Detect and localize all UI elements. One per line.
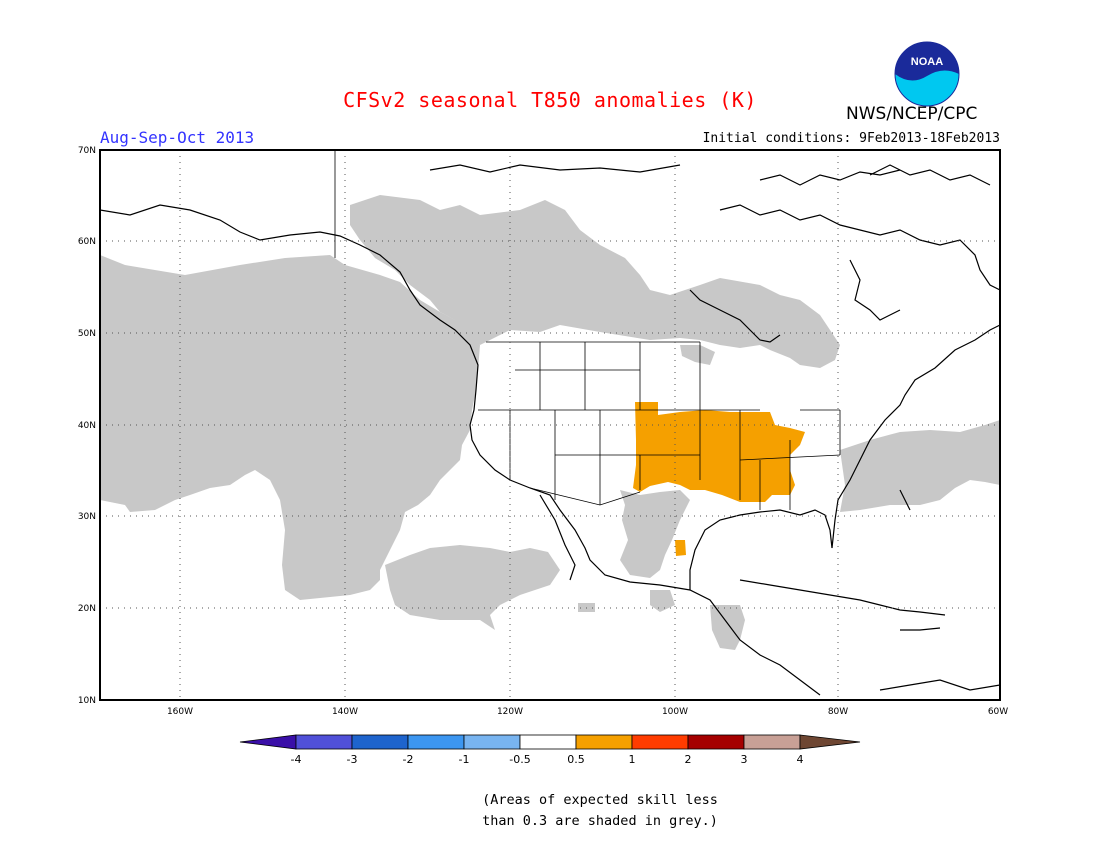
lat-label: 10N (78, 696, 96, 706)
longitude-axis: 160W 140W 120W 100W 80W 60W (167, 707, 1008, 717)
anomaly-central-us (633, 402, 805, 502)
map-title: CFSv2 seasonal T850 anomalies (K) (343, 88, 757, 112)
map-frame (99, 149, 1001, 701)
colorbar-swatch (407, 734, 465, 750)
colorbar-swatch (295, 734, 353, 750)
agency-label: NWS/NCEP/CPC (846, 104, 978, 124)
mask-gulf-islands (650, 590, 675, 612)
colorbar-label: 2 (685, 753, 692, 766)
lon-label: 120W (497, 707, 523, 717)
lat-label: 30N (78, 512, 96, 522)
colorbar-swatch (631, 734, 689, 750)
footnote-line: than 0.3 are shaded in grey.) (482, 813, 718, 829)
colorbar-swatch (519, 734, 577, 750)
latitude-axis: 70N 60N 50N 40N 30N 20N 10N (78, 146, 96, 706)
mask-central-america (710, 605, 745, 650)
colorbar-label: -2 (403, 753, 414, 766)
footnote-line: (Areas of expected skill less (482, 792, 718, 808)
colorbar-label: -1 (459, 753, 470, 766)
colorbar-swatch (575, 734, 633, 750)
initial-conditions-label: Initial conditions: 9Feb2013-18Feb2013 (702, 131, 1000, 146)
lon-label: 160W (167, 707, 193, 717)
colorbar-label: 1 (629, 753, 636, 766)
coastlines (100, 164, 1000, 696)
colorbar-arrow-right (799, 734, 861, 750)
lat-label: 20N (78, 604, 96, 614)
mask-canada (350, 195, 840, 368)
lon-label: 100W (662, 707, 688, 717)
lat-label: 40N (78, 421, 96, 431)
lat-label: 60N (78, 237, 96, 247)
anomaly-gulf-coast (675, 540, 686, 556)
colorbar-arrow-left (239, 734, 297, 750)
mask-mexico-texas (620, 490, 690, 578)
colorbar-swatch (351, 734, 409, 750)
colorbar-labels: -4 -3 -2 -1 -0.5 0.5 1 2 3 4 (291, 753, 804, 766)
colorbar-label: -4 (291, 753, 302, 766)
noaa-logo: NOAA (894, 41, 960, 107)
colorbar-label: -3 (347, 753, 358, 766)
colorbar (239, 734, 861, 750)
mask-great-lakes (680, 345, 715, 365)
mask-atlantic (840, 420, 1000, 512)
political-borders (334, 150, 841, 510)
mask-north-pacific (100, 255, 480, 600)
mask-subtropical-pacific (385, 545, 560, 630)
colorbar-label: 0.5 (567, 753, 585, 766)
lon-label: 60W (988, 707, 1008, 717)
season-label: Aug-Sep-Oct 2013 (100, 128, 255, 147)
colorbar-swatch (463, 734, 521, 750)
lat-label: 70N (78, 146, 96, 156)
graticule (100, 150, 1000, 700)
colorbar-label: 3 (741, 753, 748, 766)
noaa-logo-text: NOAA (911, 56, 943, 68)
anomaly-layer (633, 402, 805, 556)
skill-footnote: (Areas of expected skill less than 0.3 a… (470, 790, 730, 832)
colorbar-label: 4 (797, 753, 804, 766)
skill-mask-layer (100, 195, 1000, 650)
lon-label: 140W (332, 707, 358, 717)
colorbar-label: -0.5 (509, 753, 530, 766)
lon-label: 80W (828, 707, 848, 717)
lat-label: 50N (78, 329, 96, 339)
colorbar-swatch (743, 734, 801, 750)
colorbar-swatch (687, 734, 745, 750)
